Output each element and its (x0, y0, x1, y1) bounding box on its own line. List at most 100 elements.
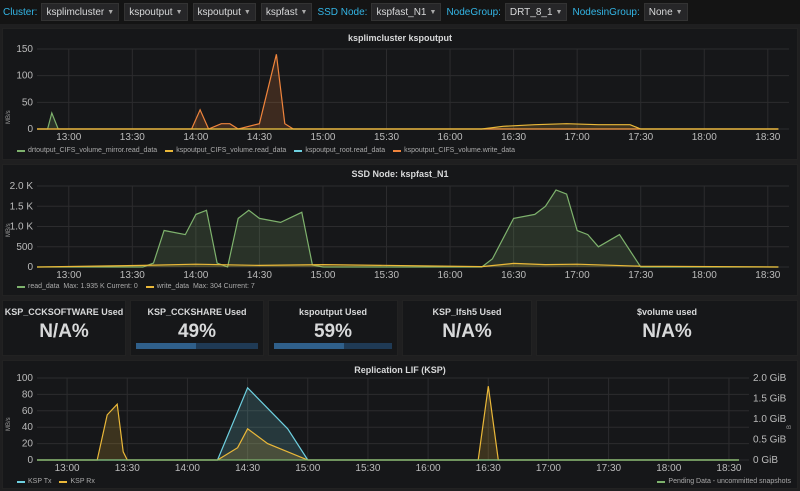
y2-tick-label: 0.5 GiB (753, 435, 787, 446)
x-tick-label: 13:00 (56, 270, 81, 281)
stat-panel-cckshare: KSP_CCKSHARE Used 49% (130, 300, 264, 356)
legend-label: read_data (28, 283, 60, 290)
y-tick-label: 100 (16, 373, 33, 384)
stat-title: $volume used (636, 307, 698, 317)
cluster-select-value: ksplimcluster (46, 6, 105, 18)
x-tick-label: 17:00 (565, 270, 590, 281)
x-tick-label: 18:00 (656, 463, 681, 474)
x-tick-label: 13:30 (115, 463, 140, 474)
y-tick-label: 500 (16, 242, 33, 253)
usage-gauge-bar (136, 343, 258, 349)
legend-right: Pending Data - uncommitted snapshots (657, 478, 791, 485)
y-tick-label: 1.5 K (10, 201, 34, 212)
stat-value: N/A% (442, 321, 492, 342)
x-tick-label: 17:00 (536, 463, 561, 474)
y-tick-label: 80 (22, 389, 34, 400)
caret-down-icon: ▼ (243, 8, 251, 16)
ssd-node-label: SSD Node: (317, 6, 368, 18)
volume-select-3[interactable]: kspfast ▼ (260, 3, 313, 21)
x-tick-label: 17:30 (628, 270, 653, 281)
x-tick-label: 18:30 (755, 270, 780, 281)
stat-panel-kspoutput: kspoutput Used 59% (268, 300, 398, 356)
y-tick-label: 1.0 K (10, 222, 34, 233)
legend-swatch (17, 480, 25, 483)
legend-item[interactable]: write_data Max: 304 Current: 7 (145, 283, 255, 290)
legend-label: write_data (156, 283, 190, 290)
series-area-1 (37, 386, 739, 460)
y-tick-label: 0 (27, 124, 33, 135)
cluster-select[interactable]: ksplimcluster ▼ (41, 3, 120, 21)
series-area-0 (37, 190, 779, 267)
legend-swatch (657, 480, 666, 483)
volume-select-1[interactable]: kspoutput ▼ (124, 3, 188, 21)
legend-item[interactable]: Pending Data - uncommitted snapshots (657, 478, 791, 485)
nodesingroup-select[interactable]: None ▼ (643, 3, 688, 21)
series-line-1 (37, 54, 779, 130)
legend-label: Pending Data - uncommitted snapshots (668, 478, 791, 485)
legend-item[interactable]: kspoutput_CIFS_volume.read_data (165, 147, 286, 154)
x-tick-label: 15:00 (310, 270, 335, 281)
panel-replication-lif: Replication LIF (KSP) MB/s B 100 80 60 40 20… (2, 360, 798, 489)
stat-value: 49% (177, 321, 217, 342)
volume-select-1-value: kspoutput (129, 6, 173, 18)
y2-tick-label: 0 GiB (753, 455, 778, 466)
x-tick-label: 18:00 (692, 270, 717, 281)
ssd-node-select-value: kspfast_N1 (376, 6, 427, 18)
chart-kspoutput: 150 100 50 0 13:00 13:30 14:00 14:30 15:00 15:30 1… (16, 44, 789, 143)
legend-label: kspoutput_CIFS_volume.write_data (404, 147, 516, 154)
x-tick-label: 13:00 (55, 463, 80, 474)
legend-item[interactable]: drtoutput_CIFS_volume_mirror.read_data (17, 147, 157, 154)
series-line-0 (37, 111, 779, 130)
ssd-node-select[interactable]: kspfast_N1 ▼ (371, 3, 442, 21)
volume-select-2[interactable]: kspoutput ▼ (192, 3, 256, 21)
legend-item[interactable]: kspoutput_root.read_data (294, 147, 385, 154)
nodegroup-select[interactable]: DRT_8_1 ▼ (504, 3, 568, 21)
legend-label: kspoutput_root.read_data (305, 147, 386, 154)
usage-gauge-bar (274, 343, 392, 349)
x-tick-label: 16:30 (501, 132, 526, 143)
legend-item[interactable]: kspoutput_CIFS_volume.write_data (393, 147, 515, 154)
nodesingroup-select-value: None (648, 6, 673, 18)
x-tick-label: 18:00 (692, 132, 717, 143)
x-tick-label: 17:30 (596, 463, 621, 474)
x-tick-label: 15:00 (310, 132, 335, 143)
series-area-0 (37, 387, 739, 460)
caret-down-icon: ▼ (175, 8, 183, 16)
x-tick-label: 17:00 (565, 132, 590, 143)
y-tick-label: 20 (22, 439, 34, 450)
y-tick-label: 2.0 K (10, 181, 34, 192)
y2-tick-label: 1.5 GiB (753, 394, 787, 405)
panel-kspoutput: ksplimcluster kspoutput MB/s 150 100 50 0 13… (2, 28, 798, 160)
legend-swatch (393, 149, 402, 152)
legend-item[interactable]: KSP Rx (59, 478, 95, 485)
series-line-2 (37, 123, 779, 130)
legend-label: KSP Tx (28, 478, 52, 485)
panel-title: SSD Node: kspfast_N1 (351, 169, 449, 179)
nodegroup-select-value: DRT_8_1 (509, 6, 553, 18)
stat-title: KSP_CCKSHARE Used (147, 307, 247, 317)
x-tick-label: 14:30 (247, 132, 272, 143)
legend-swatch (17, 149, 25, 152)
panel-title: Replication LIF (KSP) (354, 365, 446, 375)
x-tick-label: 15:00 (295, 463, 320, 474)
legend: KSP Tx KSP Rx (17, 478, 95, 485)
y-tick-label: 50 (22, 97, 34, 108)
cluster-label: Cluster: (3, 6, 38, 18)
x-tick-label: 13:00 (56, 132, 81, 143)
stat-title: kspoutput Used (298, 307, 367, 317)
caret-down-icon: ▼ (675, 8, 683, 16)
x-tick-label: 14:00 (183, 270, 208, 281)
usage-gauge-fill (136, 343, 196, 349)
legend-item[interactable]: KSP Tx (17, 478, 51, 485)
x-tick-label: 14:30 (235, 463, 260, 474)
y-tick-label: 100 (16, 71, 33, 82)
legend-label: drtoutput_CIFS_volume_mirror.read_data (28, 147, 158, 154)
legend-item[interactable]: read_data Max: 1.935 K Current: 0 (17, 283, 138, 290)
nodesingroup-label: NodesinGroup: (572, 6, 640, 18)
stat-value: 59% (313, 321, 353, 342)
x-tick-label: 16:00 (438, 270, 463, 281)
legend-stats: Max: 304 Current: 7 (192, 283, 255, 290)
series-line-1 (37, 386, 739, 461)
x-tick-label: 15:30 (374, 270, 399, 281)
legend: drtoutput_CIFS_volume_mirror.read_data k… (17, 147, 515, 154)
